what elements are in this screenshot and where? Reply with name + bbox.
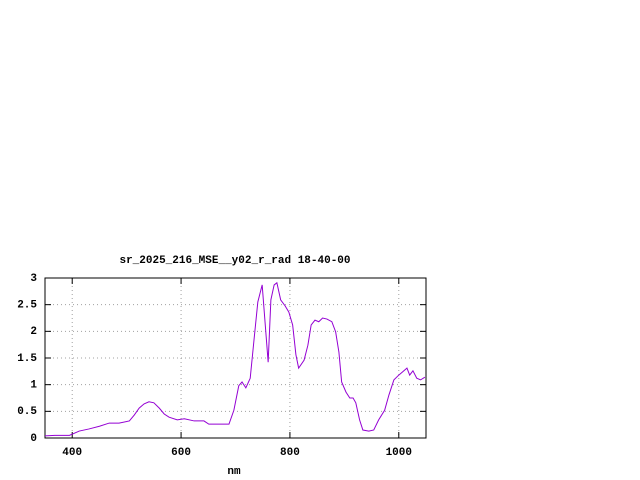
plot-frame bbox=[44, 277, 427, 439]
y-tick-label: 0.5 bbox=[17, 406, 37, 418]
x-tick-label: 600 bbox=[171, 447, 191, 459]
y-tick-label: 3 bbox=[30, 273, 37, 285]
x-tick-label: 400 bbox=[62, 447, 82, 459]
x-tick-label: 800 bbox=[280, 447, 300, 459]
y-tick-label: 2.5 bbox=[17, 300, 37, 312]
chart-title: sr_2025_216_MSE__y02_r_rad 18-40-00 bbox=[119, 255, 350, 267]
y-tick-label: 0 bbox=[30, 433, 37, 445]
x-tick-label: 1000 bbox=[386, 447, 412, 459]
data-line bbox=[44, 281, 426, 437]
y-tick-label: 2 bbox=[30, 326, 37, 338]
y-tick-label: 1.5 bbox=[17, 353, 37, 365]
y-tick-label: 1 bbox=[30, 380, 37, 392]
x-axis-label: nm bbox=[227, 466, 241, 478]
